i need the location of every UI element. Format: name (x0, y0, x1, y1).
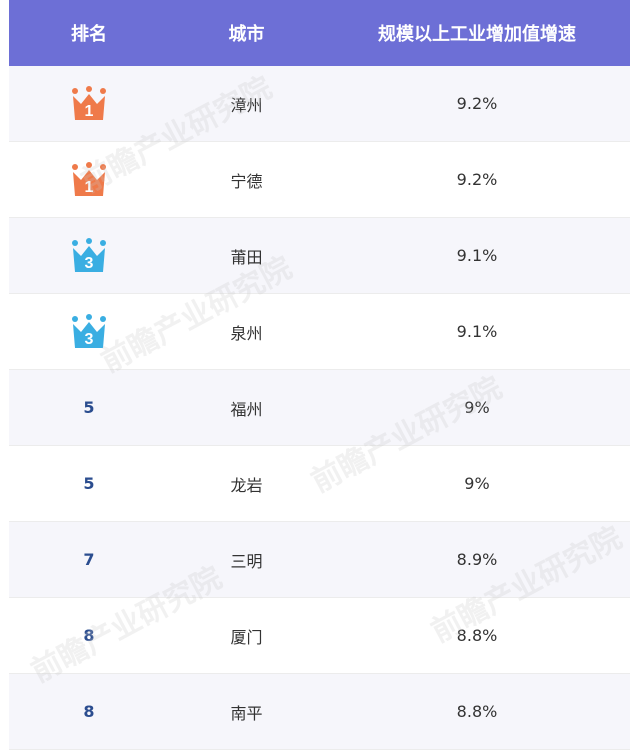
crown-blue-icon: 3 (69, 237, 109, 274)
rank-cell: 8 (9, 626, 169, 645)
table-row: 1 宁德 9.2% (9, 142, 630, 218)
table-row: 3 莆田 9.1% (9, 218, 630, 294)
table-header: 排名 城市 规模以上工业增加值增速 (9, 0, 630, 66)
table-row: 5 龙岩 9% (9, 446, 630, 522)
rank-cell: 8 (9, 702, 169, 721)
rank-number: 7 (83, 550, 95, 569)
rank-cell: 5 (9, 398, 169, 417)
header-rank: 排名 (71, 24, 107, 45)
city-cell: 宁德 (230, 171, 263, 191)
table-row: 1 漳州 9.2% (9, 66, 630, 142)
value-cell: 8.9% (456, 550, 498, 569)
table-row: 7 三明 8.9% (9, 522, 630, 598)
header-value: 规模以上工业增加值增速 (378, 24, 576, 45)
table-body: 1 漳州 9.2% 1 宁德 9.2% 3 莆田 9.1% 3 泉州 9.1% 5 福州 9% 5 龙岩 9% 7 三… (9, 66, 630, 750)
city-cell: 漳州 (230, 95, 263, 115)
value-cell: 8.8% (456, 702, 498, 721)
svg-text:3: 3 (85, 331, 94, 348)
rank-cell: 3 (9, 313, 169, 350)
city-cell: 三明 (230, 551, 263, 571)
crown-orange-icon: 1 (69, 85, 109, 122)
city-cell: 泉州 (230, 323, 263, 343)
svg-text:3: 3 (85, 255, 94, 272)
city-cell: 厦门 (230, 627, 263, 647)
rank-number: 5 (83, 398, 95, 417)
value-cell: 9.1% (456, 246, 498, 265)
value-cell: 9% (464, 398, 490, 417)
ranking-table: 排名 城市 规模以上工业增加值增速 1 漳州 9.2% 1 宁德 9.2% 3 莆田 9.1% 3… (9, 0, 630, 750)
rank-cell: 5 (9, 474, 169, 493)
city-cell: 莆田 (230, 247, 263, 267)
value-cell: 8.8% (456, 626, 498, 645)
table-row: 8 南平 8.8% (9, 674, 630, 750)
rank-cell: 7 (9, 550, 169, 569)
value-cell: 9% (464, 474, 490, 493)
value-cell: 9.2% (456, 170, 498, 189)
table-row: 8 厦门 8.8% (9, 598, 630, 674)
svg-text:1: 1 (85, 103, 94, 120)
svg-text:1: 1 (85, 179, 94, 196)
header-city: 城市 (228, 24, 265, 45)
crown-orange-icon: 1 (69, 161, 109, 198)
rank-cell: 1 (9, 161, 169, 198)
rank-cell: 3 (9, 237, 169, 274)
value-cell: 9.1% (456, 322, 498, 341)
table-row: 5 福州 9% (9, 370, 630, 446)
rank-number: 8 (83, 626, 95, 645)
value-cell: 9.2% (456, 94, 498, 113)
table-row: 3 泉州 9.1% (9, 294, 630, 370)
rank-number: 8 (83, 702, 95, 721)
city-cell: 南平 (230, 703, 263, 723)
rank-cell: 1 (9, 85, 169, 122)
city-cell: 龙岩 (230, 475, 263, 495)
crown-blue-icon: 3 (69, 313, 109, 350)
city-cell: 福州 (230, 399, 263, 419)
rank-number: 5 (83, 474, 95, 493)
